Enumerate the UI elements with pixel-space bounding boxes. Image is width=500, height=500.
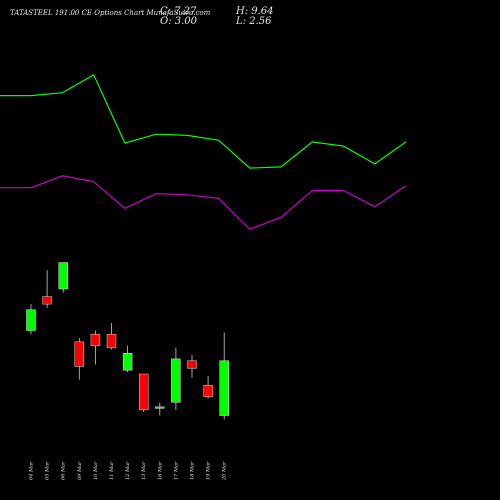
candle-body — [219, 360, 229, 416]
candle-body — [203, 385, 213, 397]
x-tick-label: 10 Mar — [93, 461, 99, 480]
candle-body — [42, 296, 52, 305]
x-tick-label: 20 Mar — [222, 461, 228, 481]
candle-body — [58, 262, 68, 290]
candle-body — [122, 353, 133, 371]
chart-title: TATASTEEL 191.00 CE Options Chart Munafa… — [10, 9, 211, 17]
candle-body — [74, 341, 85, 367]
x-tick-label: 18 Mar — [190, 461, 196, 480]
close-value: C: 7.27 — [160, 6, 197, 17]
high-value: H: 9.64 — [236, 6, 274, 17]
x-tick-label: 11 Mar — [109, 461, 115, 480]
x-tick-label: 05 Mar — [45, 461, 51, 480]
open-value: O: 3.00 — [160, 16, 198, 27]
candle-body — [187, 360, 197, 369]
x-tick-label: 09 Mar — [77, 461, 83, 480]
candle-body — [90, 334, 101, 346]
upper-line-series — [0, 73, 407, 169]
x-tick-label: 12 Mar — [125, 461, 131, 480]
candle-body — [155, 406, 165, 409]
candle-body — [106, 334, 117, 348]
x-tick-label: 16 Mar — [157, 461, 163, 480]
candle-body — [138, 373, 149, 411]
candle-body — [26, 309, 36, 331]
low-value: L: 2.56 — [236, 16, 272, 27]
x-tick-label: 06 Mar — [61, 461, 67, 480]
candle-body — [171, 358, 181, 403]
x-tick-label: 17 Mar — [173, 461, 179, 480]
lower-line-series — [0, 175, 407, 230]
x-tick-label: 13 Mar — [141, 461, 147, 480]
x-tick-label: 04 Mar — [29, 461, 35, 480]
x-tick-label: 19 Mar — [206, 461, 212, 480]
